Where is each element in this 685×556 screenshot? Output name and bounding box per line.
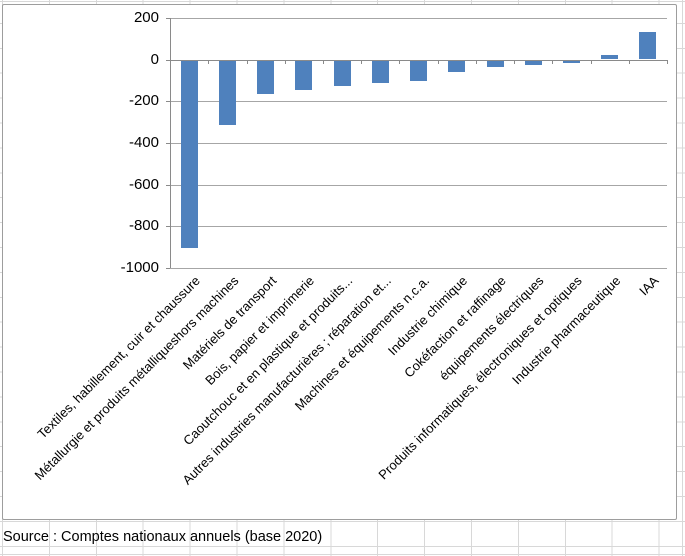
category-axis-tick [361,59,363,64]
category-axis-tick [437,59,439,64]
source-note: Source : Comptes nationaux annuels (base… [3,529,323,545]
value-axis-tick-label: -600 [128,175,159,193]
bar-10[interactable] [524,60,542,65]
bar-4[interactable] [295,60,313,90]
gridline [170,17,667,19]
category-axis-tick [208,59,210,64]
gridline [170,226,667,228]
category-axis-tick [667,59,668,64]
sheet-gridline-right [682,0,683,556]
category-axis-tick [475,59,477,64]
bar-13[interactable] [639,32,657,60]
value-axis-tick-label: -400 [128,133,159,151]
category-axis-tick [399,59,401,64]
value-axis-tick-label: 200 [133,8,159,26]
bar-11[interactable] [562,60,580,63]
bar-8[interactable] [448,60,466,72]
value-axis-tick [166,268,170,269]
category-axis-label: Textiles, habillement, cuir et chaussure [34,273,203,442]
value-axis-tick [166,17,170,19]
value-axis-tick-label: -800 [128,217,159,235]
bar-1[interactable] [180,60,198,249]
value-axis-tick [166,184,170,186]
gridline [170,101,667,103]
value-axis-tick-label: -200 [128,92,159,110]
bar-12[interactable] [601,55,619,60]
value-axis-tick [166,101,170,103]
sheet-gridline-top [0,1,685,2]
bar-6[interactable] [371,60,389,84]
gridline [170,268,667,269]
gridline [170,142,667,144]
value-axis-tick [166,226,170,228]
category-axis-tick [552,59,554,64]
value-axis-tick [166,59,170,61]
category-axis-tick [322,59,324,64]
bar-7[interactable] [410,60,427,82]
category-axis-tick [628,59,630,64]
category-axis-label: IAA [636,273,662,299]
value-axis-tick [166,142,170,144]
category-axis-tick [590,59,592,64]
bar-5[interactable] [333,60,351,86]
category-axis-line [170,59,667,61]
gridline [170,184,667,186]
value-axis-line [170,17,171,268]
category-axis-tick [284,59,286,64]
category-axis-tick [170,59,171,64]
category-axis-tick [514,59,516,64]
category-axis-tick [246,59,248,64]
value-axis-tick-label: 0 [150,50,159,68]
bar-3[interactable] [257,60,275,94]
chart-object[interactable]: 200 0 -200 -400 -600 -800 -1000 Textiles, habil… [2,4,677,520]
bar-2[interactable] [218,60,236,126]
bar-9[interactable] [486,60,504,67]
value-axis-tick-label: -1000 [120,259,159,276]
